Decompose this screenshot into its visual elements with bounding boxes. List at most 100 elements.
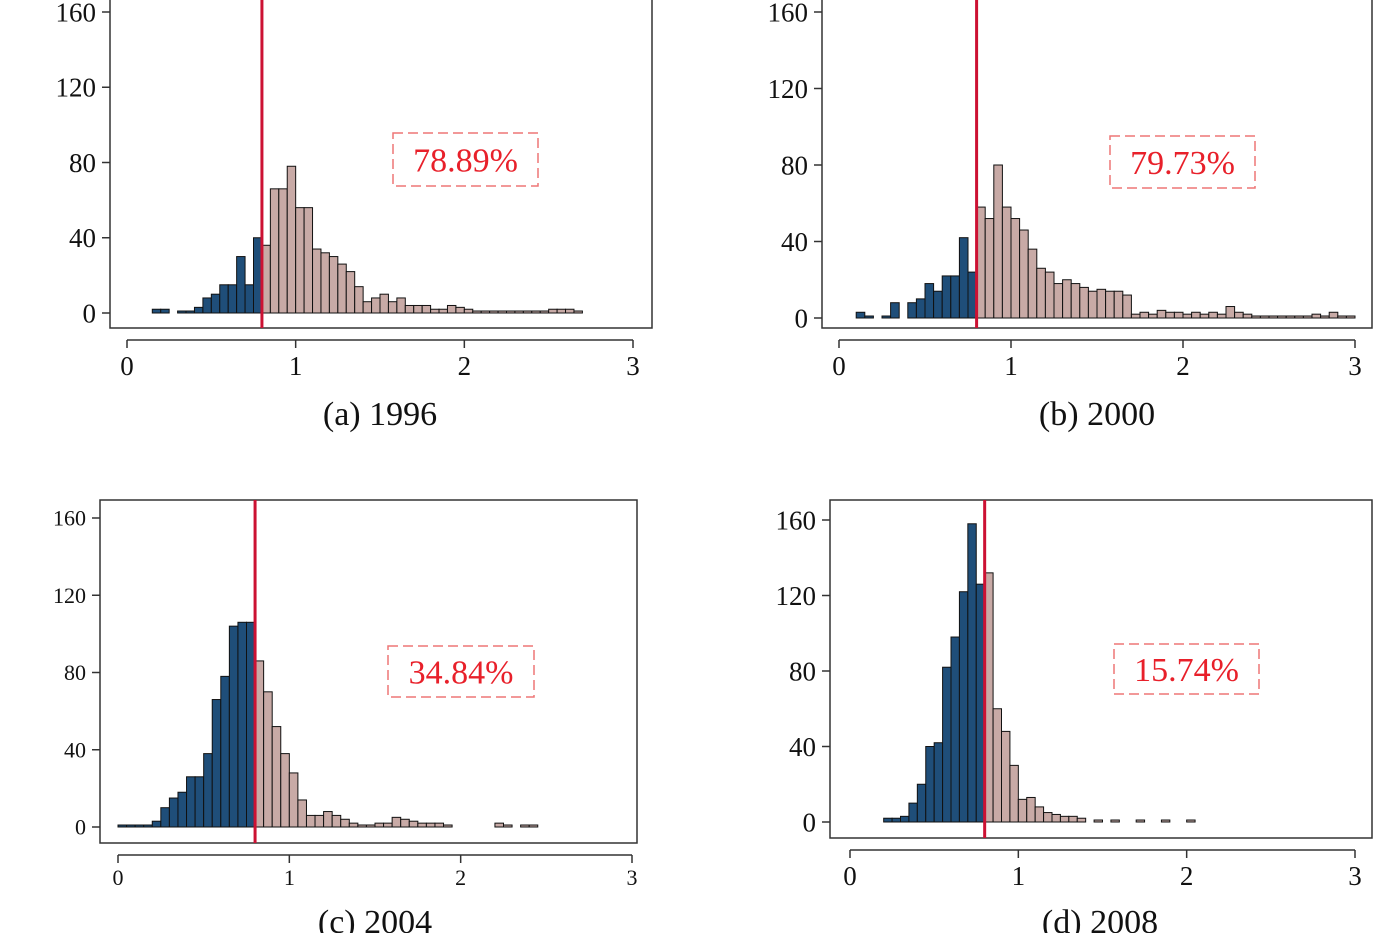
x-tick-label: 2 [1176,351,1190,381]
x-tick-label: 1 [289,351,303,381]
histogram-bar [1234,311,1244,319]
y-tick-label: 40 [64,737,86,762]
histogram-bar [1277,315,1287,319]
histogram-bar [1251,315,1261,319]
histogram-bar [202,297,212,314]
histogram-bar [915,298,926,319]
annotation-percentage: 34.84% [409,654,514,691]
histogram-bar [371,297,381,314]
histogram-bar [933,742,944,823]
histogram-bar [288,772,299,828]
histogram-bar [548,308,558,314]
annotation-box [1113,643,1260,695]
histogram-bar [565,308,575,314]
histogram-bar [443,824,453,828]
histogram-bar [531,310,541,314]
histogram-bar [1294,315,1304,319]
histogram-bar [362,301,373,314]
y-tick-label: 80 [789,656,816,686]
histogram-bar [1113,290,1124,319]
histogram-bar [1285,315,1296,319]
histogram-bar [489,310,499,314]
histogram-bar [193,306,204,314]
histogram-bar [933,290,943,319]
histogram-bar [348,822,359,828]
histogram-bar [1156,309,1167,319]
histogram-bar [1096,288,1107,319]
y-tick-label: 40 [781,227,808,257]
histogram-bar [312,248,322,314]
histogram-bar [278,188,288,314]
histogram-bar [992,708,1002,823]
histogram-bar [1070,283,1081,319]
histogram-bar [528,824,539,828]
histogram-bar [1216,313,1227,319]
histogram-bar [520,824,530,828]
x-tick-label: 1 [1004,351,1018,381]
histogram-bar [303,207,314,314]
histogram-bar [1345,315,1356,319]
histogram-bar [1076,817,1087,823]
histogram-bar [1182,313,1193,319]
histogram-bar [320,252,330,314]
histogram-bar [472,310,482,314]
panel-caption: (c) 2004 [318,904,432,933]
histogram-bar [1001,206,1012,319]
histogram-bar [323,811,333,828]
histogram-bar [126,824,136,828]
histogram-bar [160,807,170,828]
histogram-bar [1268,315,1279,319]
histogram-bar [907,302,917,319]
histogram-bar [967,523,977,823]
histogram-bar [340,818,350,828]
histogram-bar [210,293,221,314]
histogram-bar [280,753,290,828]
x-tick-label: 3 [627,865,638,890]
histogram-bar [1311,313,1322,319]
histogram-bar [314,814,325,828]
y-tick-label: 160 [53,506,86,531]
histogram-bar [286,165,297,314]
y-tick-label: 120 [53,583,86,608]
histogram-bar [425,822,436,828]
histogram-bar [328,256,339,314]
histogram-bar [556,308,567,314]
histogram-bar [950,275,960,319]
panel-caption: (b) 2000 [1039,396,1155,433]
y-tick-label: 40 [69,223,96,253]
histogram-bar [438,308,448,314]
histogram-bar [891,817,901,823]
histogram-bar [1242,313,1253,319]
x-tick-label: 2 [455,865,466,890]
histogram-bar [168,797,179,828]
y-tick-label: 0 [803,807,817,837]
histogram-bar [237,621,248,828]
histogram-bar [1208,311,1218,319]
y-tick-label: 160 [768,0,809,27]
histogram-bar [1059,815,1070,823]
histogram-bar [1027,248,1038,319]
histogram-bar [151,820,162,828]
histogram-bar [117,824,128,828]
histogram-panel: 0 40 80 120 160 0 1 2 3 15.74% (d) 2008 [776,499,1373,933]
histogram-panel: 0 40 80 120 160 0 1 2 3 78.89% (a) 1996 [56,0,653,433]
histogram-bar [1010,218,1021,319]
y-tick-label: 120 [768,74,809,104]
annotation-box [1109,135,1256,189]
histogram-bar [1017,798,1028,823]
panel-caption: (d) 2008 [1042,904,1158,933]
histogram-bar [1087,290,1098,319]
histogram-bar [354,286,364,314]
histogram-bar [1105,290,1115,319]
histogram-bar [455,306,465,314]
histogram-bar [220,675,230,828]
histogram-panel: 0 40 80 120 160 0 1 2 3 34.84% (c) 2004 [53,499,638,933]
histogram-bar [1259,315,1270,319]
histogram-bar [194,776,205,828]
histogram-bar [263,691,273,828]
histogram-bar [1122,294,1132,319]
histogram-bar [503,824,513,828]
histogram-bar [408,820,419,828]
histogram-bar [219,284,229,314]
x-tick-label: 0 [120,351,134,381]
